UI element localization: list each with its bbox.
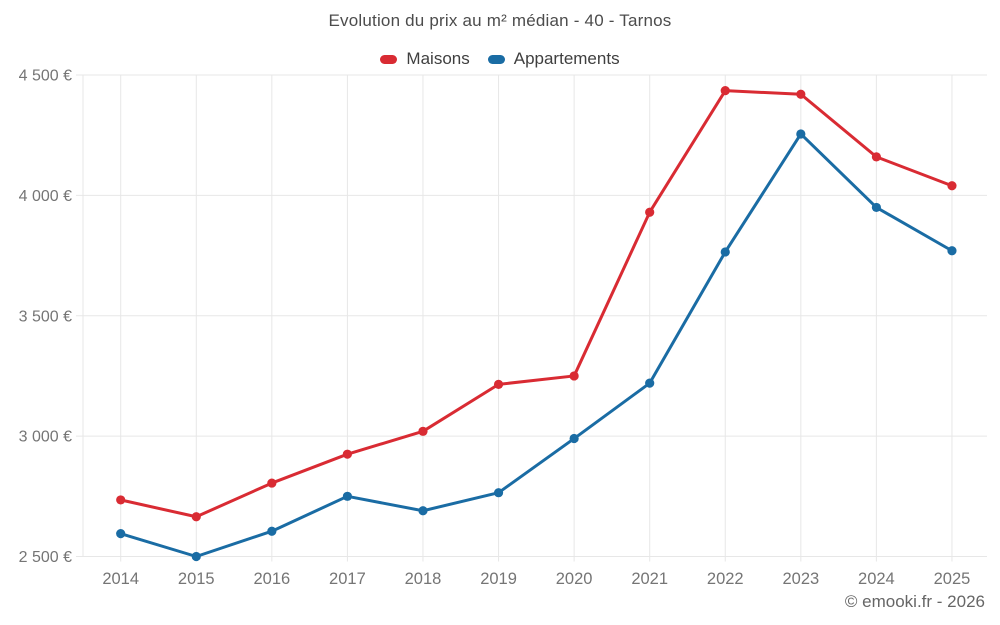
legend-swatch-maisons-icon [380, 54, 398, 64]
series-line-appartements [119, 132, 954, 558]
y-tick-label: 3 500 € [19, 308, 72, 325]
data-point-appartements-2020 [569, 433, 579, 444]
data-point-appartements-2025 [947, 246, 957, 256]
data-point-appartements-2017 [342, 491, 353, 501]
x-tick-label: 2019 [480, 570, 517, 588]
data-point-maisons-2023 [796, 89, 806, 99]
legend-item-maisons[interactable]: Maisons [380, 49, 470, 69]
y-tick-label: 2 500 € [19, 549, 72, 566]
data-point-maisons-2020 [569, 371, 579, 381]
data-point-appartements-2021 [645, 378, 655, 388]
data-point-appartements-2023 [796, 129, 806, 139]
legend-swatch-appartements-icon [487, 54, 505, 64]
data-point-maisons-2021 [645, 207, 655, 217]
chart-title: Evolution du prix au m² médian - 40 - Ta… [328, 11, 672, 30]
x-tick-label: 2014 [102, 570, 139, 588]
x-tick-label: 2015 [178, 570, 215, 588]
y-tick-label: 4 500 € [19, 68, 72, 85]
x-tick-label: 2016 [253, 570, 290, 588]
x-tick-label: 2024 [858, 570, 895, 588]
y-tick-label: 4 000 € [19, 188, 72, 205]
legend-label-maisons: Maisons [406, 49, 470, 68]
data-point-maisons-2022 [720, 86, 730, 96]
x-tick-label: 2018 [405, 570, 442, 588]
legend-label-appartements: Appartements [513, 49, 620, 68]
x-tick-label: 2021 [631, 570, 668, 588]
y-tick-label: 3 000 € [19, 429, 72, 446]
data-point-maisons-2015 [191, 512, 201, 522]
data-point-appartements-2019 [493, 488, 504, 498]
data-point-appartements-2014 [116, 529, 126, 539]
data-point-maisons-2017 [342, 449, 353, 459]
data-point-maisons-2025 [947, 181, 957, 191]
series-line-maisons [119, 89, 954, 519]
data-point-appartements-2024 [871, 202, 882, 213]
data-point-appartements-2018 [418, 506, 428, 516]
data-point-maisons-2014 [116, 495, 126, 505]
x-tick-label: 2023 [782, 570, 819, 588]
data-point-appartements-2022 [720, 247, 730, 257]
data-point-appartements-2015 [191, 551, 201, 562]
data-point-maisons-2016 [267, 478, 277, 488]
data-point-maisons-2024 [871, 152, 882, 162]
data-point-maisons-2019 [493, 379, 504, 389]
data-point-appartements-2016 [267, 526, 277, 536]
data-point-maisons-2018 [418, 426, 428, 436]
x-tick-label: 2022 [707, 570, 744, 588]
x-tick-label: 2025 [934, 570, 971, 588]
x-tick-label: 2020 [556, 570, 593, 588]
credit-text: © emooki.fr - 2026 [844, 592, 985, 611]
x-tick-label: 2017 [329, 570, 366, 588]
chart-legend: Maisons Appartements [0, 49, 1000, 69]
legend-item-appartements[interactable]: Appartements [487, 49, 620, 69]
